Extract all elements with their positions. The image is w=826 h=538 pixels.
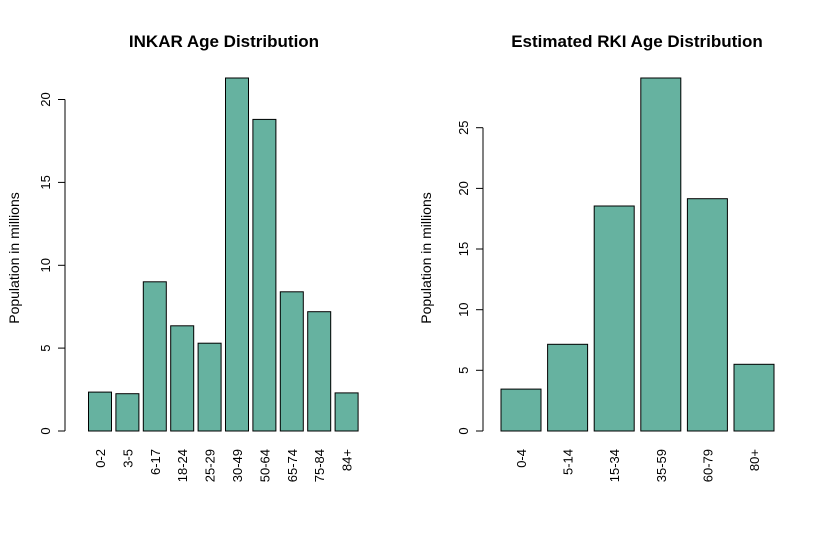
- bar-60-79: [686, 198, 728, 432]
- bar-84+: [334, 392, 359, 432]
- inkar-age-distribution-panel: INKAR Age Distribution Population in mil…: [6, 32, 359, 482]
- x-tick-label: 0-4: [514, 449, 529, 468]
- x-tick-label: 30-49: [230, 449, 245, 482]
- x-tick-label: 75-84: [312, 449, 327, 482]
- y-axis-label: Population in millions: [6, 192, 22, 324]
- chart-title: INKAR Age Distribution: [129, 32, 319, 51]
- y-tick-label: 10: [456, 302, 471, 316]
- x-tick-label: 35-59: [654, 449, 669, 482]
- bar-30-49: [225, 77, 249, 432]
- bar-15-34: [593, 205, 635, 432]
- bar-80+: [733, 363, 775, 432]
- x-tick-label: 25-29: [203, 449, 218, 482]
- x-tick-label: 6-17: [148, 449, 163, 475]
- bar-50-64: [252, 118, 277, 432]
- x-tick-label: 60-79: [700, 449, 715, 482]
- y-axis-label: Population in millions: [418, 192, 434, 324]
- rki-age-distribution-panel: Estimated RKI Age Distribution Populatio…: [418, 32, 775, 482]
- bar-5-14: [547, 343, 589, 432]
- x-tick-label: 3-5: [120, 449, 135, 468]
- bar-0-4: [500, 388, 542, 432]
- bar-6-17: [142, 281, 167, 432]
- y-tick-label: 0: [38, 427, 53, 434]
- x-tick-label: 80+: [747, 449, 762, 471]
- x-tick-label: 15-34: [607, 449, 622, 482]
- y-tick-label: 0: [456, 427, 471, 434]
- y-tick-label: 10: [38, 258, 53, 272]
- x-tick-label: 65-74: [285, 449, 300, 482]
- y-tick-label: 15: [38, 175, 53, 189]
- y-tick-label: 5: [456, 367, 471, 374]
- bar-18-24: [170, 325, 195, 432]
- bar-0-2: [88, 391, 112, 432]
- y-tick-label: 25: [456, 120, 471, 134]
- bar-65-74: [279, 291, 304, 432]
- y-tick-label: 15: [456, 242, 471, 256]
- y-tick-label: 20: [456, 181, 471, 195]
- x-tick-label: 18-24: [175, 449, 190, 482]
- bar-35-59: [640, 77, 682, 432]
- y-tick-label: 20: [38, 92, 53, 106]
- x-tick-label: 50-64: [257, 449, 272, 482]
- bar-25-29: [197, 342, 222, 432]
- x-tick-label: 5-14: [561, 449, 576, 475]
- bar-75-84: [307, 311, 332, 432]
- y-tick-label: 5: [38, 344, 53, 351]
- x-tick-label: 0-2: [93, 449, 108, 468]
- bar-3-5: [115, 393, 140, 432]
- x-tick-label: 84+: [340, 449, 355, 471]
- chart-title: Estimated RKI Age Distribution: [511, 32, 763, 51]
